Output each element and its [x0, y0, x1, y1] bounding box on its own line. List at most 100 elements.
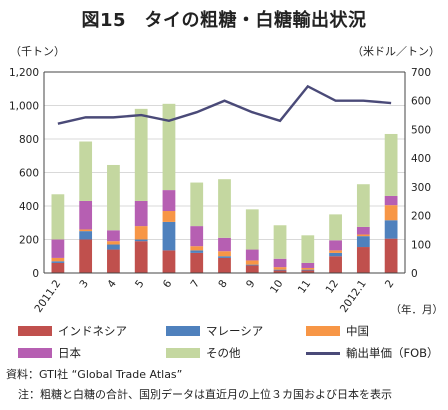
bar-segment — [356, 234, 370, 237]
bar-segment — [162, 211, 176, 222]
bar-stacks — [51, 103, 398, 273]
bar-segment — [190, 250, 204, 253]
legend-label: 日本 — [58, 346, 81, 360]
bar-segment — [273, 267, 287, 270]
right-tick-label: 300 — [411, 182, 431, 194]
left-axis-unit: （千トン） — [10, 45, 65, 58]
right-tick-label: 100 — [411, 239, 431, 251]
bar-segment — [273, 258, 287, 268]
bar-segment — [134, 108, 148, 201]
legend-swatch — [18, 348, 52, 358]
left-tick-label: 200 — [19, 235, 39, 247]
bar-segment — [79, 239, 93, 273]
x-tick-label: 2011.2 — [32, 278, 63, 315]
bar-segment — [384, 238, 398, 273]
bar-segment — [301, 269, 315, 271]
bar-segment — [245, 260, 259, 265]
bar-segment — [329, 256, 342, 273]
bar-segment — [356, 184, 370, 227]
bar-segment — [218, 257, 231, 273]
bar-segment — [273, 225, 287, 259]
left-tick-label: 600 — [19, 168, 39, 180]
bar-segment — [134, 200, 148, 227]
bar-segment — [79, 141, 93, 201]
bar-segment — [107, 244, 120, 250]
right-axis-unit: （米ドル／トン） — [352, 45, 440, 58]
bar-segment — [79, 229, 93, 232]
bar-segment — [384, 195, 398, 206]
bar-segment — [134, 239, 148, 242]
chart-title: 図15 タイの粗糖・白糖輸出状況 — [81, 10, 367, 31]
x-tick-label: 2 — [383, 278, 397, 290]
bar-segment — [384, 205, 398, 221]
legend: インドネシア マレーシア 中国日本 その他 輸出単価（FOB） — [0, 321, 448, 363]
legend-line-swatch — [306, 351, 340, 355]
x-tick-label: 3 — [77, 278, 91, 290]
x-tick-label: 6 — [161, 278, 175, 291]
bar-segment — [134, 226, 148, 240]
bar-segment — [107, 230, 120, 242]
bar-segment — [218, 251, 231, 257]
bar-segment — [79, 231, 93, 240]
legend-label: 輸出単価（FOB） — [346, 346, 439, 360]
bar-segment — [190, 226, 204, 247]
bar-segment — [162, 190, 176, 212]
x-tick-label: 7 — [189, 278, 203, 290]
bar-segment — [356, 236, 370, 248]
bar-segment — [273, 269, 287, 271]
right-tick-label: 0 — [411, 268, 418, 280]
legend-swatch — [166, 326, 200, 336]
bar-segment — [51, 194, 65, 240]
bar-segment — [190, 252, 204, 273]
price-line-path — [57, 84, 392, 125]
legend-label: マレーシア — [206, 324, 264, 338]
bar-segment — [329, 250, 342, 253]
bar-segment — [218, 237, 231, 252]
x-tick-label: 4 — [105, 278, 119, 291]
stacked-bar-line-chart: 0 200 400 600 800 1,000 1,200 0 100 200 300 400 500 6… — [9, 67, 444, 316]
source-note: 資料：GTI社 “Global Trade Atlas” — [6, 368, 183, 381]
left-tick-label: 1,200 — [9, 67, 39, 79]
left-tick-label: 1,000 — [9, 101, 39, 113]
bar-segment — [301, 235, 315, 263]
left-tick-label: 400 — [19, 201, 39, 213]
bar-segment — [51, 262, 65, 273]
bar-segment — [162, 103, 176, 191]
legend-swatch — [166, 348, 200, 358]
price-line — [57, 84, 392, 125]
bar-segment — [218, 179, 231, 238]
bar-segment — [79, 200, 93, 230]
legend-label: その他 — [206, 346, 241, 360]
bar-segment — [190, 246, 204, 251]
bar-segment — [384, 220, 398, 239]
x-tick-label: 12 — [324, 278, 342, 296]
bar-segment — [162, 250, 176, 273]
bar-segment — [245, 249, 259, 261]
x-tick-label: 8 — [216, 278, 230, 290]
legend-swatch — [306, 326, 340, 336]
right-tick-label: 600 — [411, 96, 431, 108]
legend-label: インドネシア — [58, 324, 127, 338]
bar-segment — [51, 257, 65, 262]
bar-segment — [134, 241, 148, 273]
x-axis-unit: （年．月） — [391, 303, 444, 316]
legend-item-line: 輸出単価（FOB） — [306, 345, 439, 361]
left-tick-label: 0 — [32, 268, 39, 280]
bar-segment — [356, 226, 370, 235]
bar-segment — [107, 241, 120, 245]
legend-item: その他 — [166, 345, 241, 361]
bar-segment — [51, 239, 65, 258]
x-tick-label: 2012.1 — [338, 278, 369, 315]
legend-label: 中国 — [346, 324, 369, 338]
right-tick-label: 500 — [411, 124, 431, 136]
bar-segment — [273, 270, 287, 273]
right-tick-label: 200 — [411, 211, 431, 223]
bar-segment — [218, 256, 231, 258]
x-tick-label: 11 — [296, 278, 314, 296]
bar-segment — [329, 252, 342, 257]
bar-segment — [301, 262, 315, 268]
x-tick-label: 5 — [133, 278, 147, 290]
legend-swatch — [18, 326, 52, 336]
right-tick-label: 700 — [411, 67, 431, 79]
right-tick-label: 400 — [411, 153, 431, 165]
